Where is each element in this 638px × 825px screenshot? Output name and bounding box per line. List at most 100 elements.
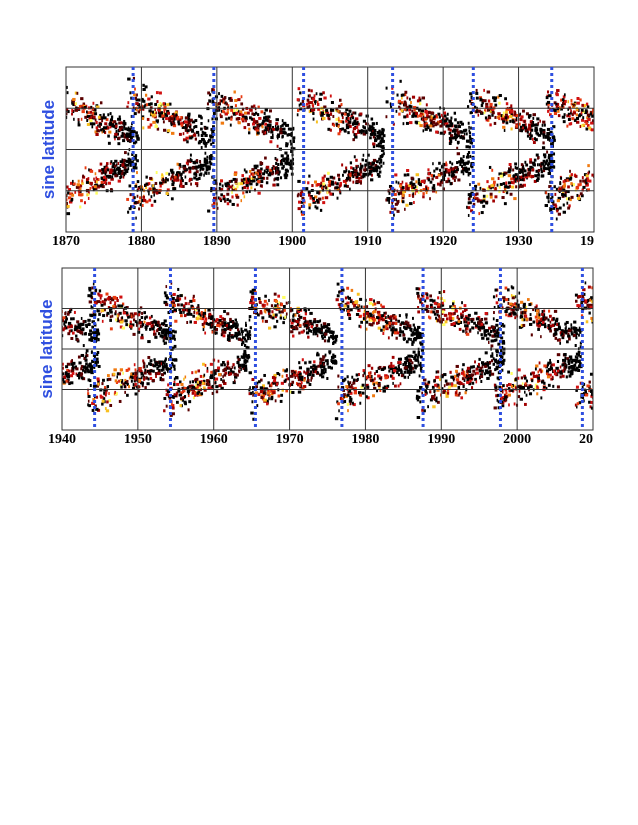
speck bbox=[319, 111, 322, 115]
speck bbox=[475, 192, 479, 196]
speck bbox=[186, 130, 189, 134]
speck bbox=[74, 91, 77, 95]
speck bbox=[103, 397, 106, 401]
speck bbox=[235, 193, 239, 197]
speck bbox=[587, 117, 591, 121]
speck bbox=[474, 193, 477, 197]
speck bbox=[178, 163, 182, 167]
speck bbox=[21, 311, 23, 314]
speck bbox=[531, 137, 534, 141]
speck bbox=[432, 162, 434, 166]
speck bbox=[265, 165, 270, 169]
speck bbox=[360, 164, 364, 168]
speck bbox=[447, 127, 451, 131]
speck bbox=[137, 313, 141, 317]
speck bbox=[52, 296, 54, 299]
speck bbox=[580, 111, 583, 115]
speck bbox=[354, 117, 359, 121]
speck bbox=[605, 120, 607, 123]
speck bbox=[289, 163, 292, 167]
speck bbox=[449, 182, 453, 186]
speck bbox=[108, 130, 112, 134]
speck bbox=[563, 93, 566, 97]
speck bbox=[378, 161, 381, 165]
speck bbox=[29, 394, 31, 397]
speck bbox=[169, 323, 172, 327]
speck bbox=[188, 400, 192, 404]
speck bbox=[98, 122, 103, 126]
speck bbox=[30, 386, 33, 389]
speck bbox=[307, 335, 310, 339]
speck bbox=[194, 125, 198, 129]
speck bbox=[350, 113, 353, 117]
speck bbox=[34, 305, 36, 308]
speck bbox=[620, 173, 622, 176]
speck bbox=[162, 367, 165, 371]
speck bbox=[624, 175, 627, 178]
speck bbox=[603, 177, 605, 180]
speck bbox=[586, 116, 589, 120]
speck bbox=[88, 332, 92, 336]
speck bbox=[520, 176, 523, 180]
speck bbox=[555, 93, 559, 97]
speck bbox=[160, 368, 164, 372]
speck bbox=[567, 197, 571, 201]
speck bbox=[62, 319, 64, 323]
speck bbox=[247, 178, 250, 182]
speck bbox=[353, 133, 356, 137]
speck bbox=[133, 363, 136, 367]
speck bbox=[188, 302, 190, 306]
speck bbox=[143, 105, 146, 109]
speck bbox=[256, 113, 260, 117]
speck bbox=[113, 135, 116, 139]
speck bbox=[19, 397, 21, 400]
speck bbox=[148, 198, 152, 202]
speck bbox=[202, 379, 206, 383]
speck bbox=[459, 120, 463, 124]
speck bbox=[139, 203, 142, 207]
speck bbox=[246, 330, 249, 334]
speck bbox=[150, 325, 154, 329]
speck bbox=[514, 166, 517, 170]
speck bbox=[171, 336, 175, 340]
speck bbox=[233, 322, 237, 326]
speck bbox=[368, 126, 371, 130]
speck bbox=[95, 187, 98, 191]
speck bbox=[53, 83, 55, 86]
speck bbox=[596, 165, 599, 168]
speck bbox=[612, 128, 615, 131]
speck bbox=[612, 167, 615, 170]
speck bbox=[64, 374, 68, 378]
speck bbox=[233, 90, 236, 94]
speck bbox=[79, 328, 83, 332]
speck bbox=[329, 112, 333, 116]
speck bbox=[571, 113, 574, 117]
speck bbox=[264, 108, 268, 112]
speck bbox=[184, 182, 188, 186]
speck bbox=[372, 169, 376, 173]
speck bbox=[157, 365, 160, 369]
speck bbox=[385, 115, 388, 119]
speck bbox=[561, 105, 565, 109]
speck bbox=[353, 119, 357, 123]
speck bbox=[179, 165, 182, 169]
speck bbox=[316, 351, 319, 355]
speck bbox=[408, 108, 411, 112]
speck bbox=[149, 359, 153, 363]
speck bbox=[540, 162, 545, 166]
speck bbox=[299, 102, 302, 106]
speck bbox=[103, 388, 106, 392]
speck bbox=[214, 371, 217, 375]
speck bbox=[582, 185, 586, 189]
speck bbox=[412, 186, 416, 190]
speck bbox=[328, 327, 331, 331]
speck bbox=[95, 395, 99, 399]
speck bbox=[84, 332, 87, 336]
speck bbox=[596, 128, 599, 131]
speck bbox=[78, 193, 81, 197]
speck bbox=[327, 113, 331, 117]
speck bbox=[431, 186, 435, 190]
speck bbox=[164, 180, 167, 184]
speck bbox=[142, 198, 147, 202]
speck bbox=[223, 373, 227, 377]
